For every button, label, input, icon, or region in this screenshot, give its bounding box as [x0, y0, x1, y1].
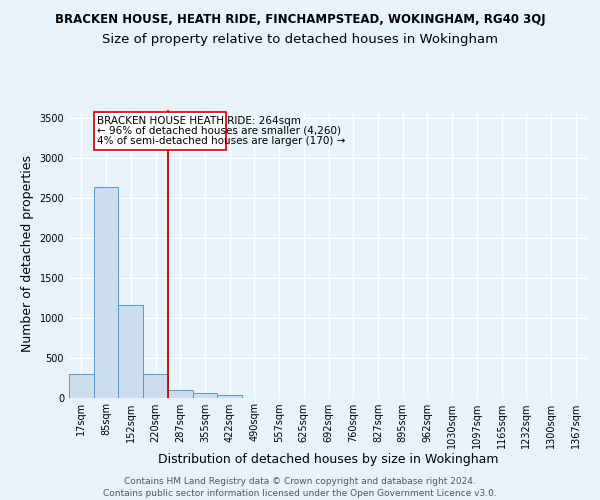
Bar [193, 393, 217, 398]
Text: Size of property relative to detached houses in Wokingham: Size of property relative to detached ho… [102, 32, 498, 46]
Bar [168, 390, 193, 398]
Text: Contains HM Land Registry data © Crown copyright and database right 2024.: Contains HM Land Registry data © Crown c… [124, 477, 476, 486]
Text: ← 96% of detached houses are smaller (4,260): ← 96% of detached houses are smaller (4,… [97, 126, 341, 136]
Y-axis label: Number of detached properties: Number of detached properties [21, 155, 34, 352]
Text: Contains public sector information licensed under the Open Government Licence v3: Contains public sector information licen… [103, 488, 497, 498]
Text: BRACKEN HOUSE, HEATH RIDE, FINCHAMPSTEAD, WOKINGHAM, RG40 3QJ: BRACKEN HOUSE, HEATH RIDE, FINCHAMPSTEAD… [55, 12, 545, 26]
Bar [69, 374, 94, 398]
Bar [94, 188, 118, 398]
FancyBboxPatch shape [94, 112, 226, 150]
Bar [143, 374, 168, 398]
X-axis label: Distribution of detached houses by size in Wokingham: Distribution of detached houses by size … [158, 454, 499, 466]
Text: BRACKEN HOUSE HEATH RIDE: 264sqm: BRACKEN HOUSE HEATH RIDE: 264sqm [97, 116, 301, 126]
Bar [118, 305, 143, 398]
Text: 4% of semi-detached houses are larger (170) →: 4% of semi-detached houses are larger (1… [97, 136, 345, 145]
Bar [217, 394, 242, 398]
